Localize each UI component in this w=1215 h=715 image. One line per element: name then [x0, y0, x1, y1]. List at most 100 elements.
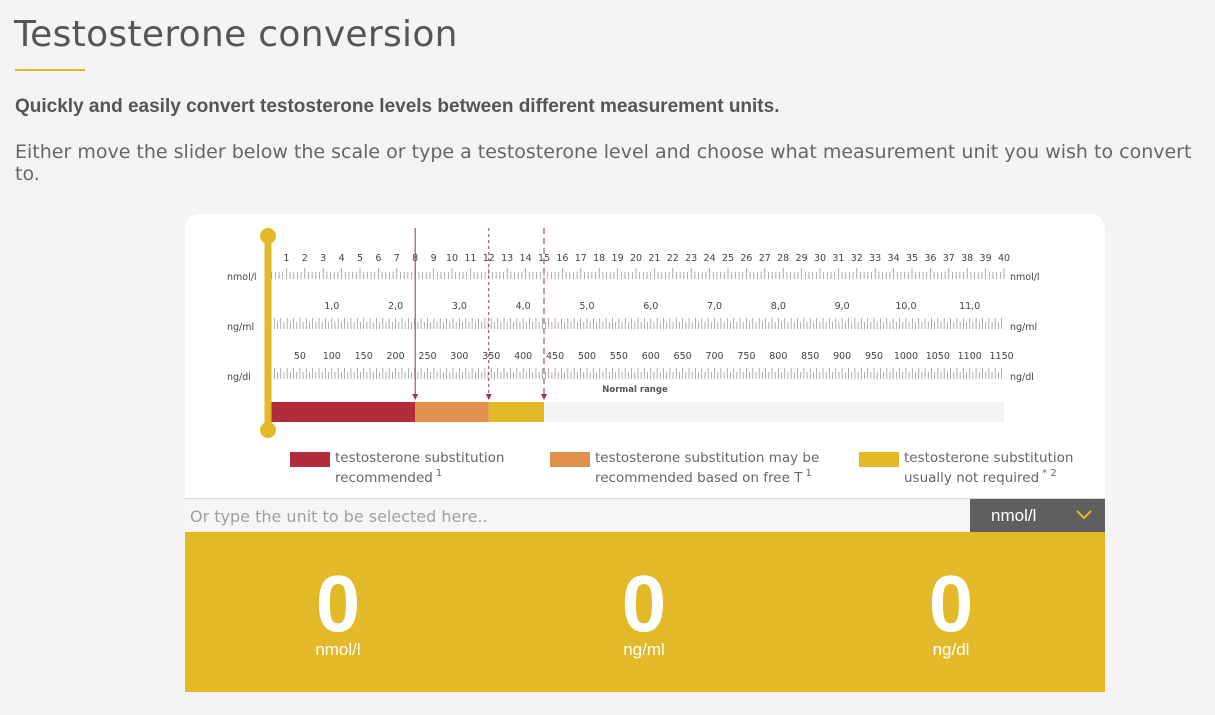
scale-tick-label: 6 — [375, 253, 381, 264]
results-panel: 0 nmol/l 0 ng/ml 0 ng/dl — [185, 532, 1105, 692]
slider-handle-top[interactable] — [260, 228, 276, 244]
scale-tick-label: 18 — [593, 253, 605, 264]
unit-dropdown-value: nmol/l — [991, 506, 1037, 525]
scale-tick-label: 26 — [740, 253, 752, 264]
scale-tick-label: 16 — [556, 253, 568, 264]
result-value: 0 — [621, 559, 667, 648]
scale-tick-label: 750 — [737, 351, 755, 362]
intro-text: Either move the slider below the scale o… — [15, 141, 1192, 185]
result-unit: ng/ml — [623, 640, 665, 659]
scale-tick-label: 11 — [464, 253, 476, 264]
range-segment-orange — [415, 402, 489, 422]
scale-tick-label: 19 — [612, 253, 624, 264]
unit-dropdown[interactable]: nmol/l — [970, 499, 1105, 533]
scale-tick-label: 1 — [283, 253, 289, 264]
scale-tick-label: 1,0 — [324, 301, 339, 312]
scale-tick-label: 800 — [769, 351, 787, 362]
scale-tick-label: 50 — [294, 351, 306, 362]
legend-label: testosterone substitution may be recomme… — [595, 450, 820, 486]
scale-tick-label: 400 — [514, 351, 532, 362]
scale-tick-label: 20 — [630, 253, 642, 264]
legend-swatch-red — [290, 452, 330, 467]
scale-tick-label: 350 — [482, 351, 500, 362]
scale-tick-label: 27 — [759, 253, 771, 264]
scale-tick-label: 7 — [394, 253, 400, 264]
range-segment-red — [268, 402, 416, 422]
result-value: 0 — [315, 559, 361, 648]
scale-tick-label: 9 — [431, 253, 437, 264]
chevron-down-icon — [1076, 510, 1092, 520]
slider-handle-bottom[interactable] — [260, 422, 276, 438]
scale-tick-label: 900 — [833, 351, 851, 362]
scale-tick-label: 1100 — [958, 351, 982, 362]
scale-tick-label: 31 — [832, 253, 844, 264]
scale-unit-label-left: ng/dl — [227, 372, 251, 383]
range-marker-arrow — [485, 394, 492, 400]
scale-tick-label: 14 — [520, 253, 532, 264]
scale-unit-label-left: ng/ml — [227, 322, 254, 333]
scale-tick-label: 36 — [924, 253, 936, 264]
scale-tick-label: 1150 — [990, 351, 1014, 362]
page-title: Testosterone conversion — [14, 14, 458, 55]
title-underline — [15, 69, 85, 71]
scale-tick-label: 35 — [906, 253, 918, 264]
scale-tick-label: 150 — [355, 351, 373, 362]
scale-tick-label: 1000 — [894, 351, 918, 362]
scale-tick-label: 32 — [851, 253, 863, 264]
scale-tick-label: 8,0 — [771, 301, 786, 312]
scale-tick-label: 30 — [814, 253, 826, 264]
legend-swatch-yellow — [859, 452, 899, 467]
legend-item-not-required: testosterone substitution usually not re… — [859, 448, 1073, 488]
legend-label: testosterone substitution usually not re… — [904, 450, 1074, 486]
scale-tick-label: 550 — [610, 351, 628, 362]
scale-tick-label: 39 — [980, 253, 992, 264]
scale-tick-label: 38 — [961, 253, 973, 264]
scale-tick-label: 1050 — [926, 351, 950, 362]
legend-swatch-orange — [550, 452, 590, 467]
legend-label: testosterone substitution recommended 1 — [335, 450, 505, 486]
scale-unit-label-left: nmol/l — [227, 272, 257, 283]
result-value: 0 — [928, 559, 974, 648]
scale-tick-label: 10,0 — [895, 301, 916, 312]
scale-tick-label: 450 — [546, 351, 564, 362]
scale-unit-label-right: ng/ml — [1010, 322, 1037, 333]
scale-tick-label: 850 — [801, 351, 819, 362]
converter-input-row: nmol/l — [185, 498, 1105, 533]
scale-tick-label: 22 — [667, 253, 679, 264]
scale-tick-label: 34 — [888, 253, 900, 264]
range-marker-arrow — [541, 394, 547, 400]
scale-tick-label: 2,0 — [388, 301, 403, 312]
unit-scale: 0123456789101112131415161718192021222324… — [227, 228, 1040, 438]
scale-tick-label: 9,0 — [835, 301, 850, 312]
scale-tick-label: 17 — [575, 253, 587, 264]
scale-tick-label: 300 — [450, 351, 468, 362]
scale-tick-label: 500 — [578, 351, 596, 362]
scale-tick-label: 24 — [704, 253, 716, 264]
scale-tick-label: 4,0 — [516, 301, 531, 312]
normal-range-label: Normal range — [602, 385, 668, 395]
scale-tick-label: 29 — [796, 253, 808, 264]
scale-tick-label: 5 — [357, 253, 363, 264]
scale-tick-label: 25 — [722, 253, 734, 264]
scale-tick-label: 21 — [648, 253, 660, 264]
scale-unit-label-right: nmol/l — [1010, 272, 1040, 283]
scale-tick-label: 6,0 — [643, 301, 658, 312]
scale-tick-label: 28 — [777, 253, 789, 264]
scale-tick-label: 200 — [387, 351, 405, 362]
level-input[interactable] — [185, 499, 965, 533]
scale-tick-label: 5,0 — [579, 301, 594, 312]
range-marker-arrow — [412, 394, 419, 400]
scale-tick-label: 600 — [642, 351, 660, 362]
scale-tick-label: 100 — [323, 351, 341, 362]
legend-item-may-be-recommended: testosterone substitution may be recomme… — [550, 448, 819, 488]
scale-unit-label-right: ng/dl — [1010, 372, 1034, 383]
scale-tick-label: 650 — [674, 351, 692, 362]
scale-tick-label: 11,0 — [959, 301, 980, 312]
scale-tick-label: 23 — [685, 253, 697, 264]
scale-tick-label: 3 — [320, 253, 326, 264]
scale-tick-label: 250 — [418, 351, 436, 362]
scale-tick-label: 2 — [302, 253, 308, 264]
scale-tick-label: 10 — [446, 253, 458, 264]
scale-tick-label: 4 — [339, 253, 345, 264]
converter-card: 0123456789101112131415161718192021222324… — [185, 214, 1105, 692]
